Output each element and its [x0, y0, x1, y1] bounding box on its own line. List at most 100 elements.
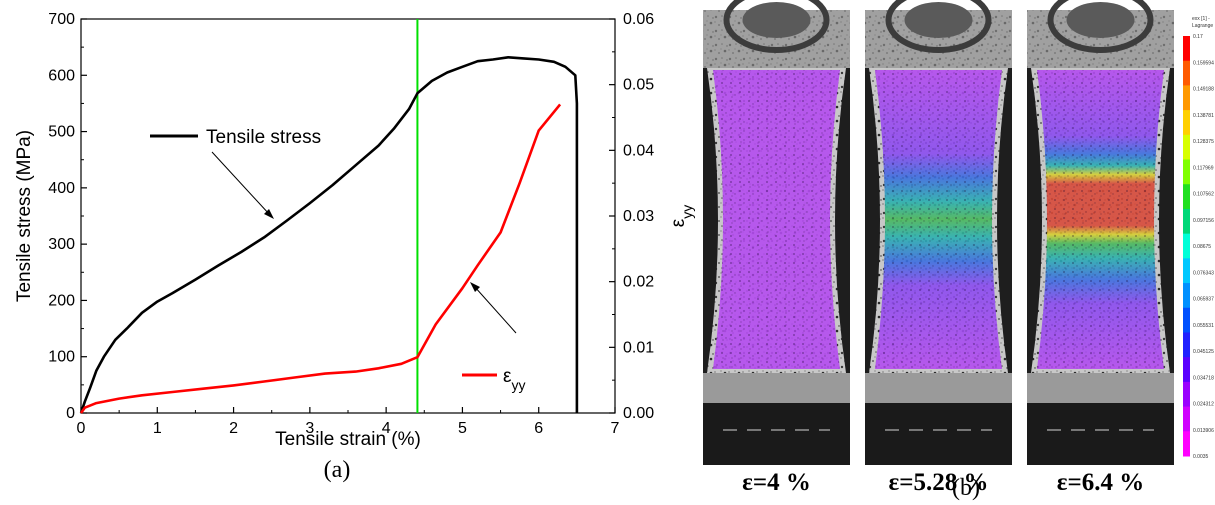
x-tick-label: 1	[153, 420, 162, 437]
x-tick-label: 4	[382, 420, 391, 437]
strain-label: ε=5.28 %	[889, 469, 989, 496]
scale-value: 0.055531	[1193, 323, 1214, 329]
scale-title-2: Lagrange	[1192, 23, 1213, 29]
scale-swatches	[1183, 36, 1190, 457]
tensile-stress-line	[79, 55, 579, 414]
dic-panel: ε=5.28 %	[865, 0, 1012, 496]
overlay-speckle	[875, 70, 1002, 369]
scale-swatch	[1183, 332, 1190, 358]
overlay-speckle	[713, 70, 840, 369]
scale-swatch	[1183, 283, 1190, 309]
scale-title-1: exx [1] -	[1192, 16, 1210, 22]
eyy-annotation-arrow	[473, 285, 517, 334]
grip-hole-ring	[885, 0, 992, 53]
scale-value: 0.097156	[1193, 218, 1214, 224]
y-tick-label: 300	[48, 236, 75, 253]
x-axis-title: Tensile strain (%)	[275, 429, 421, 450]
dic-panel: ε=6.4 %	[1027, 0, 1174, 496]
series-layer	[79, 55, 579, 414]
scale-swatch	[1183, 134, 1190, 161]
grip-hole-ring	[723, 0, 830, 53]
lower-grip	[1027, 403, 1174, 465]
x-tick-label: 5	[458, 420, 467, 437]
scale-swatch	[1183, 110, 1190, 136]
dic-panel: ε=4 %	[703, 0, 850, 496]
scale-values: 0.17 0.159594 0.149188 0.138781 0.128375 0.11…	[1193, 34, 1214, 460]
scale-swatch	[1183, 159, 1190, 185]
lower-grip	[703, 403, 850, 465]
tick-labels: 0 1 2 3 4 5 6 7 0 100 200 300 400 500 600 700 0.00 0.01 0.…	[48, 11, 654, 437]
scale-swatch	[1183, 431, 1190, 457]
y-tick-label: 0	[66, 405, 75, 422]
scale-value: 0.076343	[1193, 270, 1214, 276]
caption-a: (a)	[324, 457, 351, 483]
overlay-speckle	[1037, 70, 1164, 369]
grip-hole	[904, 2, 973, 38]
scale-value: 0.034718	[1193, 375, 1214, 381]
y-tick-label: 100	[48, 349, 75, 366]
y2-axis-title: εyy	[668, 205, 695, 227]
lower-grip-edge	[1027, 373, 1174, 403]
axis-ticks	[80, 18, 616, 414]
y-tick-label: 700	[48, 11, 75, 28]
legend-label-eyy: εyy	[503, 366, 525, 393]
scale-swatch	[1183, 233, 1190, 259]
grip-hole	[1066, 2, 1135, 38]
y-tick-label: 600	[48, 67, 75, 84]
scale-swatch	[1183, 258, 1190, 284]
lower-grip	[865, 403, 1012, 465]
x-tick-label: 2	[229, 420, 238, 437]
scale-value: 0.065937	[1193, 297, 1214, 303]
y2-tick-label: 0.00	[623, 405, 654, 422]
y-tick-label: 500	[48, 124, 75, 141]
scale-swatch	[1183, 208, 1190, 235]
scale-value: 0.024312	[1193, 402, 1214, 408]
scale-value: 0.138781	[1193, 113, 1214, 119]
scale-swatch	[1183, 406, 1190, 432]
scale-value: 0.107562	[1193, 192, 1214, 198]
grip-hole	[742, 2, 811, 38]
lower-grip-edge	[703, 373, 850, 403]
legend-label-stress: Tensile stress	[206, 127, 321, 148]
scale-swatch	[1183, 381, 1190, 408]
eyy-arrowhead	[470, 282, 480, 292]
scale-swatch	[1183, 85, 1190, 111]
lower-grip-edge	[865, 373, 1012, 403]
y2-tick-label: 0.05	[623, 77, 654, 94]
plot-frame	[80, 18, 616, 414]
color-scale-bar: exx [1] - Lagrange 0.170.1595940.1491880…	[1183, 16, 1214, 460]
stress-strain-chart: 0 1 2 3 4 5 6 7 0 100 200 300 400 500 600 700 0.00 0.01 0.…	[14, 11, 695, 483]
x-tick-label: 0	[77, 420, 86, 437]
y-axis-title: Tensile stress (MPa)	[14, 130, 35, 302]
y2-tick-label: 0.04	[623, 142, 654, 159]
grip-hole-ring	[1047, 0, 1154, 53]
scale-swatch	[1183, 357, 1190, 383]
scale-value: 0.149188	[1193, 87, 1214, 93]
scale-value: 0.013906	[1193, 428, 1214, 434]
y2-tick-label: 0.03	[623, 208, 654, 225]
y2-tick-label: 0.06	[623, 11, 654, 28]
x-tick-label: 3	[305, 420, 314, 437]
scale-value: 0.0035	[1193, 454, 1209, 460]
x-tick-label: 7	[611, 420, 620, 437]
caption-b: (b)	[952, 475, 980, 501]
eyy-line	[79, 103, 562, 414]
scale-value: 0.117969	[1193, 165, 1214, 171]
strain-label: ε=6.4 %	[1057, 469, 1144, 496]
scale-value: 0.045125	[1193, 349, 1214, 355]
y-tick-label: 200	[48, 292, 75, 309]
scale-value: 0.128375	[1193, 139, 1214, 145]
dic-image-panels: ε=4 % ε=5.28 % ε=6.4 %	[703, 0, 1174, 496]
x-tick-label: 6	[534, 420, 543, 437]
y2-tick-label: 0.02	[623, 274, 654, 291]
y-tick-label: 400	[48, 180, 75, 197]
scale-value: 0.08675	[1193, 244, 1211, 250]
scale-value: 0.159594	[1193, 60, 1214, 66]
scale-value: 0.17	[1193, 34, 1203, 40]
scale-swatch	[1183, 60, 1190, 86]
scale-swatch	[1183, 184, 1190, 210]
scale-swatch	[1183, 36, 1190, 62]
strain-label: ε=4 %	[742, 469, 811, 496]
scale-swatch	[1183, 307, 1190, 333]
